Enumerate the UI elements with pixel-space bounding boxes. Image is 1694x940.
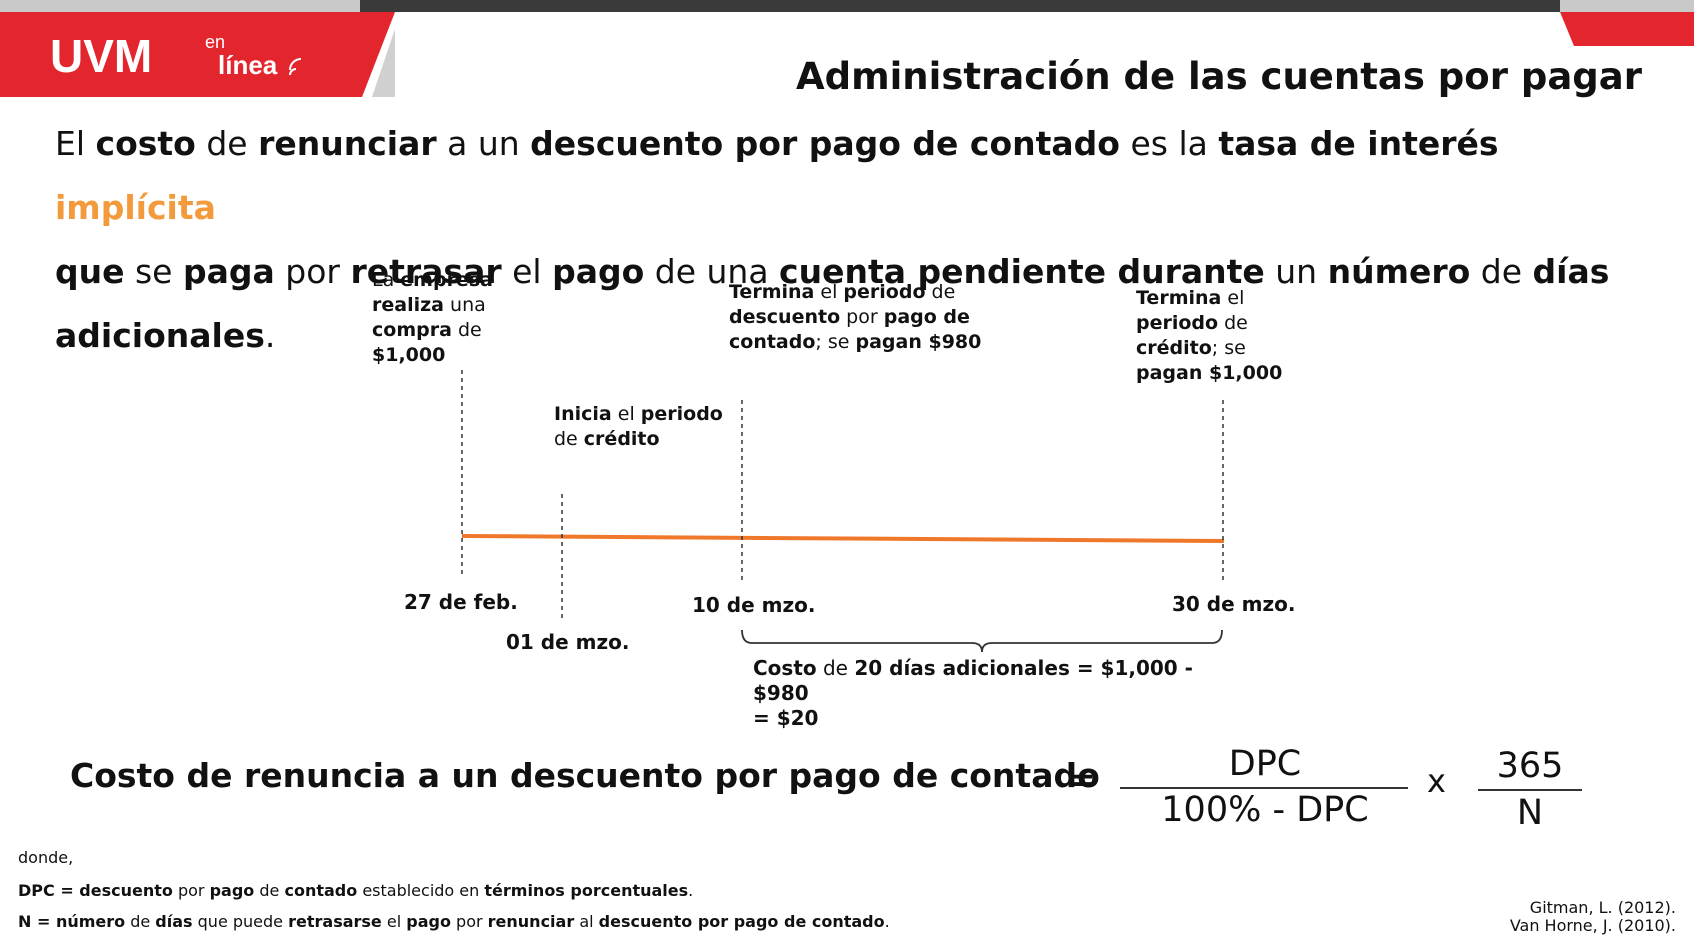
logo-text-main: UVM [50, 30, 152, 82]
formula-num-365: 365 [1496, 746, 1564, 786]
event-inicia-credito-label: Inicia el periodo de crédito [554, 403, 723, 450]
formula-fraction-line-2 [1478, 789, 1582, 791]
logo-text-en: en [205, 32, 225, 52]
intro-paragraph: El costo de renunciar a un descuento por… [55, 124, 1610, 355]
top-right-accent [1560, 12, 1694, 46]
reference-van-horne: Van Horne, J. (2010). [1509, 916, 1676, 935]
cost-bracket [741, 629, 1223, 653]
top-bar [0, 0, 1694, 12]
note-dpc: DPC = descuento por pago de contado esta… [18, 881, 694, 900]
formula-fraction-line-1 [1120, 787, 1408, 789]
note-donde: donde, [18, 848, 74, 867]
logo-text-linea: línea [218, 50, 278, 80]
accent-word: implícita [55, 188, 216, 227]
event-termina-credito-label: Termina el periodo de crédito; se pagan … [1136, 287, 1283, 384]
formula-equals: = [1068, 760, 1096, 799]
event-compra-label: La empresa realiza una compra de $1,000 [372, 269, 493, 366]
date-27-feb: 27 de feb. [404, 590, 518, 614]
formula-times: x [1427, 762, 1446, 800]
timeline-line [461, 534, 1225, 543]
formula-label: Costo de renuncia a un descuento por pag… [70, 756, 1100, 795]
page-title: Administración de las cuentas por pagar [795, 55, 1642, 98]
formula-num-dpc: DPC [1228, 744, 1302, 784]
cost-annotation: Costo de 20 días adicionales = $1,000 - … [753, 656, 1193, 730]
reference-gitman: Gitman, L. (2012). [1529, 898, 1676, 917]
date-10-mzo: 10 de mzo. [692, 593, 816, 617]
date-30-mzo: 30 de mzo. [1172, 592, 1296, 616]
date-01-mzo: 01 de mzo. [506, 630, 630, 654]
formula-den-dpc: 100% - DPC [1161, 790, 1369, 830]
formula-den-n: N [1516, 793, 1544, 833]
event-termina-descuento-label: Termina el periodo de descuento por pago… [729, 281, 982, 353]
uvm-logo: UVM en línea [0, 12, 395, 97]
note-n: N = número de días que puede retrasarse … [18, 912, 890, 931]
